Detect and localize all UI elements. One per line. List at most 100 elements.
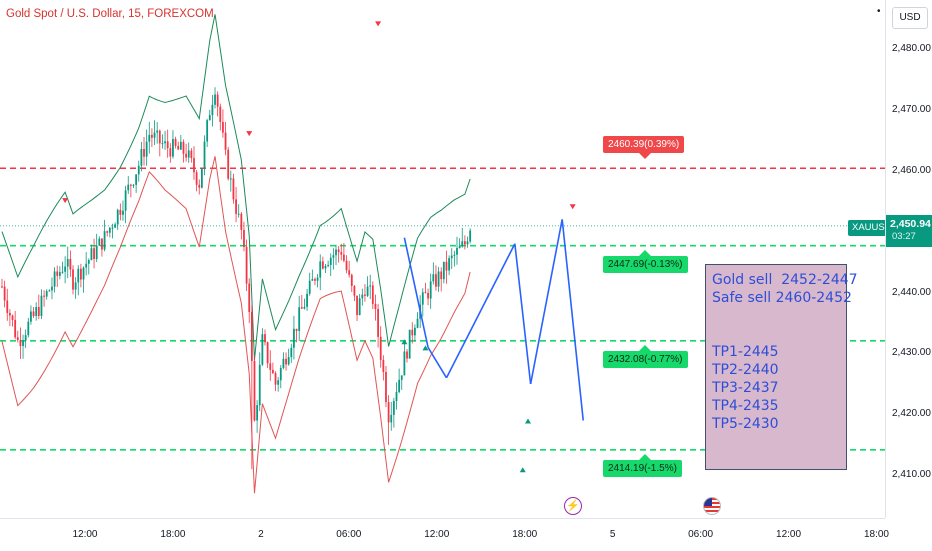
- candle-body: [198, 184, 201, 188]
- candle-body: [416, 318, 419, 328]
- us-flag-icon[interactable]: [703, 497, 721, 515]
- candle-body: [74, 282, 77, 290]
- candle-body: [45, 291, 48, 297]
- candle-body: [116, 209, 119, 225]
- candle-body: [151, 134, 153, 138]
- candle-body: [61, 271, 64, 273]
- candle-body: [343, 254, 345, 261]
- trendline-segment: [403, 237, 429, 348]
- candle-body: [429, 281, 432, 299]
- level-callout-2: 2447.69(-0.13%): [603, 249, 688, 273]
- candle-body: [185, 153, 187, 158]
- time-label: 18:00: [512, 529, 538, 540]
- candle-body: [69, 259, 72, 270]
- sell-marker: [246, 131, 253, 137]
- candle-body: [6, 300, 9, 313]
- candle-body: [314, 279, 316, 281]
- candle-body: [261, 334, 264, 365]
- candle-body: [227, 149, 230, 179]
- candle-body: [14, 319, 17, 338]
- candle-body: [398, 379, 401, 393]
- candle-body: [458, 246, 461, 249]
- candle-body: [95, 245, 98, 260]
- candle-body: [48, 290, 51, 292]
- candle-body: [264, 334, 266, 343]
- note-tp-2: TP2-2440: [712, 362, 779, 378]
- candle-body: [298, 307, 301, 332]
- candle-body: [361, 294, 364, 299]
- candle-body: [387, 402, 390, 423]
- candle-body: [224, 132, 227, 150]
- candle-body: [237, 213, 240, 215]
- candle-body: [190, 150, 193, 159]
- price-label: 2,420.00: [892, 408, 931, 420]
- candle-body: [300, 307, 303, 309]
- candle-body: [450, 255, 453, 259]
- price-label: 2,430.00: [892, 347, 931, 359]
- lower-band: [1, 156, 471, 494]
- candle-body: [232, 178, 235, 200]
- price-axis[interactable]: USD 2,480.00 2,470.00 2,460.00 2,440.00 2,43…: [885, 0, 932, 518]
- candle-body: [424, 292, 427, 294]
- candle-body: [243, 229, 245, 247]
- candle-body: [345, 260, 348, 271]
- candle-body: [111, 227, 114, 229]
- time-label: 18:00: [863, 529, 889, 540]
- price-chart[interactable]: [0, 0, 885, 518]
- candle-body: [229, 178, 232, 180]
- upper-band: [1, 14, 471, 361]
- candle-body: [103, 231, 106, 250]
- candle-body: [316, 277, 319, 281]
- price-label: 2,440.00: [892, 286, 931, 298]
- candle-body: [187, 150, 190, 158]
- more-options-icon[interactable]: •: [877, 6, 881, 17]
- time-label: 18:00: [160, 529, 186, 540]
- candle-body: [358, 298, 361, 316]
- note-tp-3: TP3-2437: [712, 380, 779, 396]
- candle-body: [287, 357, 290, 365]
- symbol-tag: XAUUSD: [848, 220, 896, 236]
- candle-body: [164, 141, 166, 144]
- sell-marker: [375, 21, 382, 27]
- candle-body: [1, 286, 3, 288]
- time-label: 06:00: [336, 529, 362, 540]
- candle-body: [161, 143, 164, 145]
- candle-body: [248, 283, 251, 313]
- candle-body: [143, 149, 145, 157]
- candle-body: [16, 337, 19, 341]
- candle-body: [119, 209, 122, 215]
- candle-body: [206, 120, 209, 142]
- candle-body: [203, 141, 206, 168]
- candle-body: [340, 252, 343, 255]
- price-label: 2,470.00: [892, 103, 931, 115]
- candle-body: [19, 340, 22, 346]
- candle-body: [51, 286, 53, 291]
- candle-body: [58, 272, 61, 276]
- candle-body: [24, 335, 27, 341]
- candle-body: [72, 269, 74, 290]
- currency-button[interactable]: USD: [892, 7, 928, 29]
- time-label: 06:00: [688, 529, 714, 540]
- candle-body: [435, 274, 437, 287]
- chart-area[interactable]: Gold Spot / U.S. Dollar, 15, FOREXCOM • …: [0, 0, 896, 518]
- candle-body: [108, 227, 111, 233]
- sell-marker: [62, 198, 69, 204]
- time-axis[interactable]: 12:00 18:00 2 06:00 12:00 18:00 5 06:00 12:00 18:…: [0, 518, 889, 551]
- candle-body: [414, 327, 416, 336]
- candle-body: [93, 248, 95, 260]
- candle-body: [35, 307, 38, 316]
- candle-body: [240, 213, 243, 230]
- candle-body: [390, 414, 393, 423]
- candle-body: [353, 286, 356, 296]
- time-label: 5: [609, 529, 616, 540]
- lightning-icon[interactable]: ⚡: [564, 497, 582, 515]
- candle-body: [66, 259, 69, 267]
- note-line-1: Gold sell 2452-2447: [712, 272, 858, 288]
- candle-body: [214, 94, 216, 105]
- buy-marker: [519, 467, 526, 473]
- candle-body: [200, 167, 203, 188]
- candle-body: [166, 141, 169, 149]
- candle-body: [124, 190, 127, 211]
- candle-body: [321, 261, 324, 269]
- trade-note: Gold sell 2452-2447 Safe sell 2460-2452 …: [705, 264, 858, 470]
